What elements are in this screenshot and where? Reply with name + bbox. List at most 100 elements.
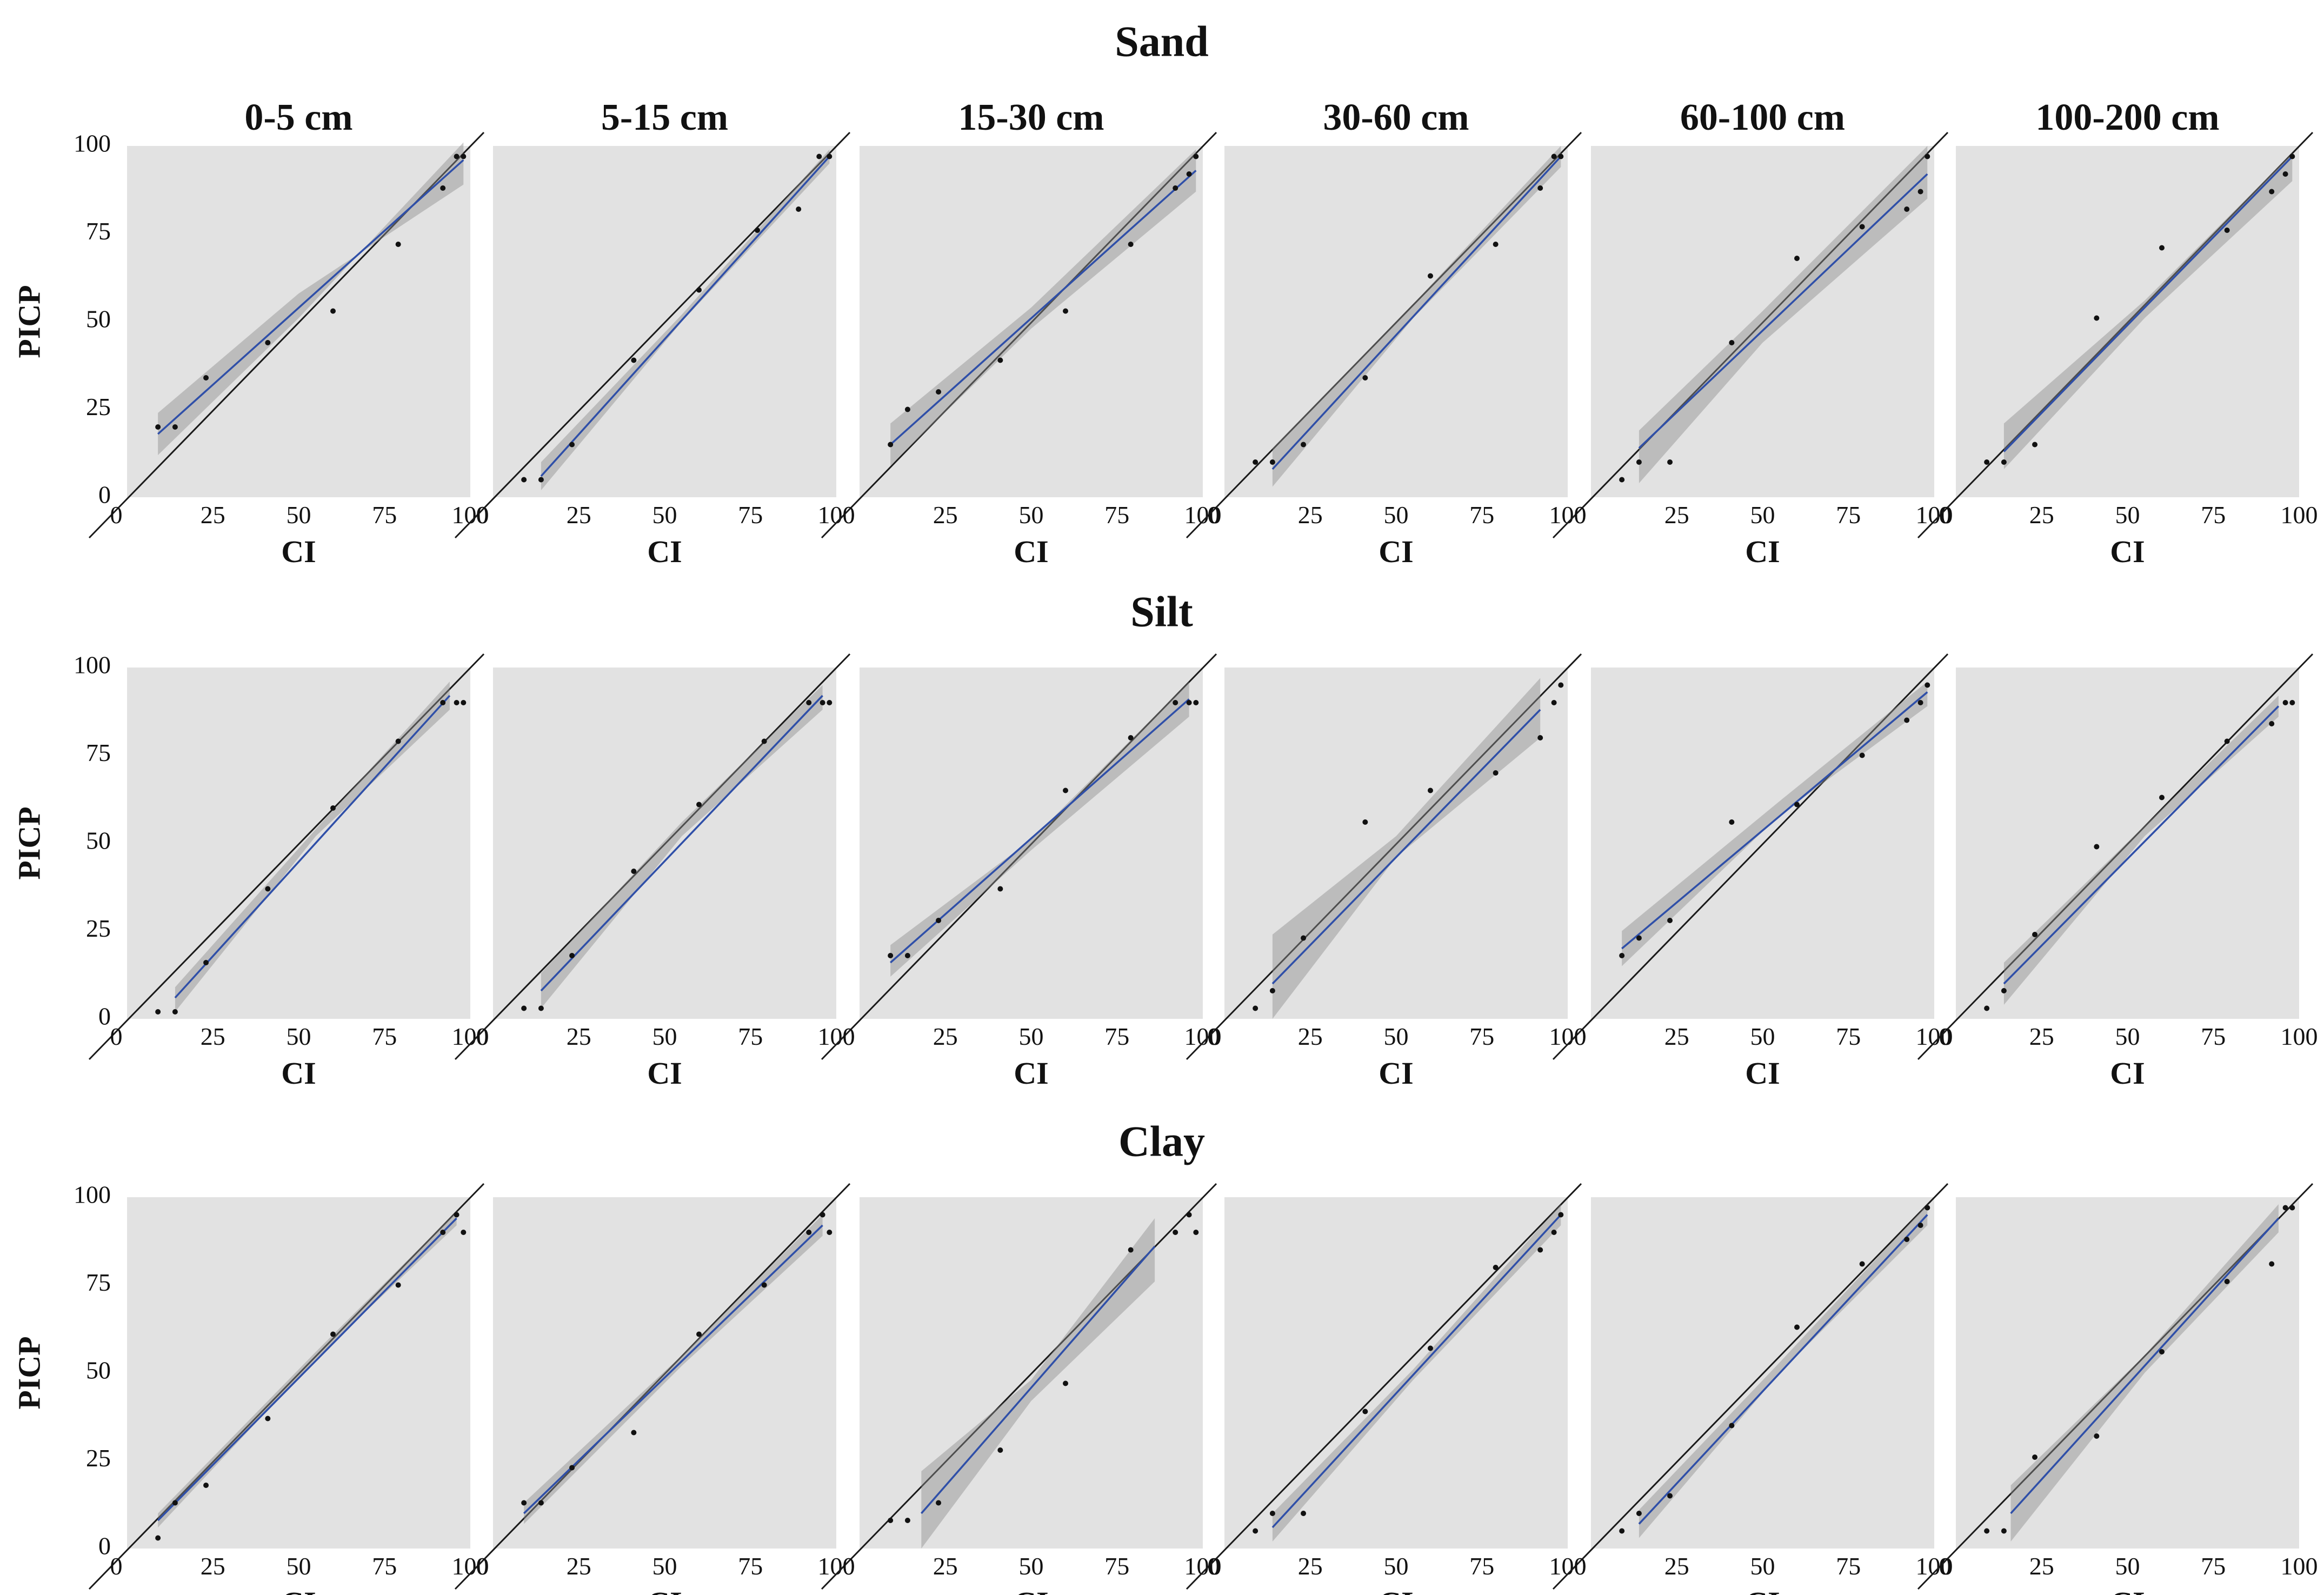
y-tick-label: 100 [74, 1181, 111, 1209]
panel-sand-4: 60-100 cm 0 25 50 75 100 CI [1552, 97, 1953, 569]
data-point [1362, 819, 1368, 825]
y-tick-label: 75 [86, 739, 111, 766]
data-point [2001, 459, 2007, 465]
row-title-sand: Sand [1115, 18, 1208, 65]
panel-clay-5: 0 25 50 75 100 CI [1917, 1183, 2318, 1595]
fit-line [540, 156, 830, 477]
data-point [1269, 1511, 1275, 1516]
data-point [761, 738, 767, 744]
x-tick-label: 100 [1916, 501, 1953, 529]
y-tick-label: 75 [86, 1269, 111, 1296]
data-point [330, 805, 336, 811]
data-point [827, 700, 833, 705]
x-tick-label: 100 [1916, 1023, 1953, 1050]
panel-sand-2: 15-30 cm 0 25 50 75 100 CI [821, 97, 1222, 569]
row-sand: Sand 0-5 cm 0 25 50 75 100 CI 0 25 50 75 100 PICP 5-15… [11, 18, 2318, 569]
data-point [1493, 770, 1499, 776]
y-tick-label: 0 [98, 1003, 111, 1030]
data-point [1794, 256, 1800, 261]
panel-silt-0: 0 25 50 75 100 CI 0 25 50 75 100 PICP [11, 651, 489, 1091]
panel-clay-1: 0 25 50 75 100 CI [454, 1183, 855, 1595]
x-tick-label: 25 [567, 1023, 591, 1050]
data-point [1253, 1528, 1258, 1534]
data-point [806, 700, 812, 705]
x-tick-label: 50 [652, 1023, 677, 1050]
data-point [1636, 935, 1642, 941]
data-point [1636, 1511, 1642, 1516]
data-point [696, 1331, 702, 1337]
fit-line [157, 1217, 457, 1521]
data-point [1301, 1511, 1307, 1516]
data-point [1186, 700, 1192, 705]
data-point [569, 442, 575, 448]
data-point [172, 1500, 178, 1506]
column-title-0: 0-5 cm [244, 97, 352, 138]
confidence-band [158, 1211, 457, 1527]
column-title-4: 60-100 cm [1680, 97, 1845, 138]
x-tick-label: 75 [372, 1023, 397, 1050]
data-point [2032, 442, 2038, 448]
y-tick-label: 25 [86, 1444, 111, 1472]
data-point [936, 918, 942, 923]
data-point [1729, 340, 1735, 345]
x-tick-label: 75 [1836, 1023, 1861, 1050]
x-tick-label: 50 [2115, 1552, 2140, 1580]
data-point [1558, 682, 1564, 688]
x-tick-label: 50 [1384, 1552, 1409, 1580]
x-tick-label: 75 [1836, 1552, 1861, 1580]
reference-line [1186, 653, 1582, 1060]
x-tick-label: 0 [843, 1023, 855, 1050]
data-point [454, 154, 460, 159]
x-tick-label: 0 [110, 1023, 123, 1050]
data-point [1493, 242, 1499, 247]
data-point [1269, 988, 1275, 993]
data-point [1186, 1212, 1192, 1218]
x-tick-label: 25 [567, 1552, 591, 1580]
data-point [816, 154, 822, 159]
data-point [1537, 185, 1543, 191]
data-point [2001, 1528, 2007, 1534]
data-point [1794, 802, 1800, 807]
x-axis-label: CI [647, 1585, 682, 1595]
x-tick-label: 50 [1384, 1023, 1409, 1050]
data-point [1984, 459, 1990, 465]
data-point [1794, 1324, 1800, 1330]
data-point [806, 1230, 812, 1235]
x-tick-label: 100 [1184, 501, 1222, 529]
data-point [1063, 1380, 1068, 1386]
data-point [754, 228, 760, 233]
x-tick-label: 0 [476, 1023, 489, 1050]
data-point [2224, 1279, 2230, 1284]
data-point [1128, 242, 1134, 247]
data-point [265, 340, 271, 345]
x-tick-label: 50 [1019, 1023, 1044, 1050]
data-point [2269, 721, 2275, 726]
x-tick-label: 100 [1916, 1552, 1953, 1580]
x-axis-label: CI [1379, 1056, 1413, 1091]
x-tick-label: 25 [933, 1023, 958, 1050]
fit-line [1271, 156, 1562, 470]
x-tick-label: 0 [1208, 501, 1220, 529]
data-point [631, 357, 637, 363]
data-point [904, 953, 910, 958]
x-tick-label: 100 [2281, 501, 2318, 529]
data-point [2159, 245, 2165, 251]
data-point [395, 738, 401, 744]
y-axis-label: PICP [11, 1336, 46, 1409]
row-clay: Clay 0 25 50 75 100 CI 0 25 50 75 100 PICP 0 25 50 75 100… [11, 1118, 2318, 1595]
data-point [461, 700, 467, 705]
x-axis-label: CI [1745, 534, 1780, 569]
x-tick-label: 100 [818, 1552, 855, 1580]
data-point [1904, 717, 1910, 723]
x-tick-label: 75 [1104, 1023, 1129, 1050]
x-tick-label: 0 [1208, 1023, 1220, 1050]
x-tick-label: 25 [933, 501, 958, 529]
x-tick-label: 0 [476, 1552, 489, 1580]
data-point [2224, 738, 2230, 744]
x-tick-label: 100 [452, 1552, 489, 1580]
data-point [1667, 1493, 1673, 1499]
data-point [538, 1500, 544, 1506]
x-tick-label: 50 [652, 501, 677, 529]
reference-line [454, 1183, 851, 1590]
